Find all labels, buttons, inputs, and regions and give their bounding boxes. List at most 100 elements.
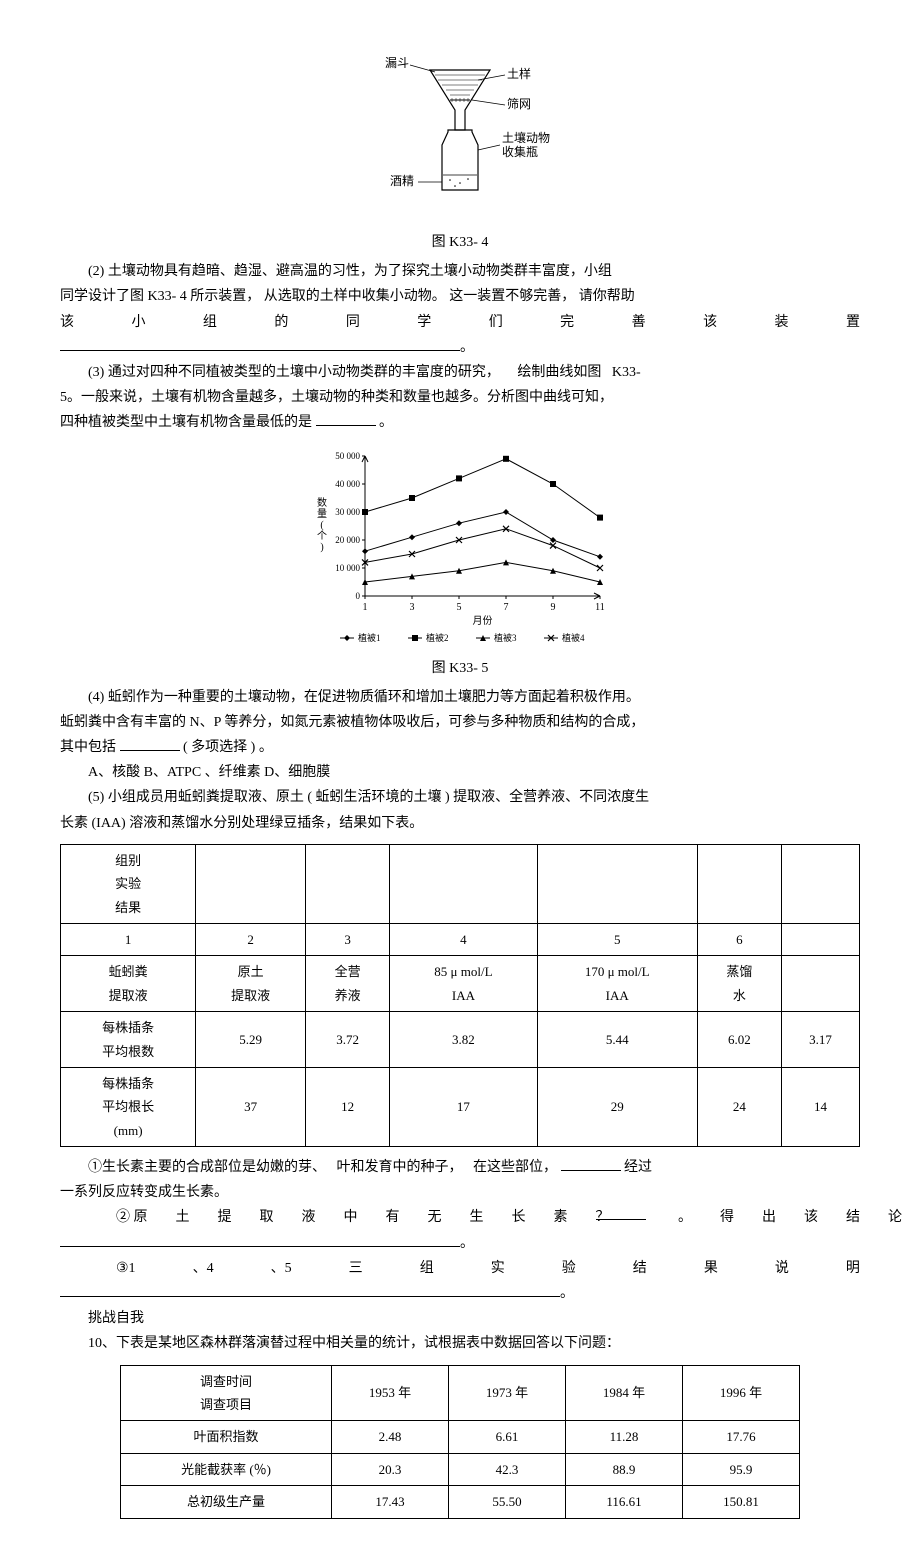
challenge-title: 挑战自我 bbox=[60, 1306, 860, 1331]
q3-line2: 5。一般来说，土壤有机物含量越多，土壤动物的种类和数量也越多。分析图中曲线可知， bbox=[60, 385, 860, 410]
q5b5s8: 果 bbox=[676, 1256, 718, 1281]
q2-2a: 同学设计了图 bbox=[60, 289, 144, 304]
q5-line2: 长素 (IAA) 溶液和蒸馏水分别处理绿豆插条，结果如下表。 bbox=[60, 811, 860, 836]
q2-line2: 同学设计了图 K33- 4 所示装置， 从选取的土样中收集小动物。 这一装置不够… bbox=[60, 284, 860, 309]
svg-text:11: 11 bbox=[595, 602, 605, 613]
t1r2c3: 4 bbox=[390, 923, 537, 955]
q5b-line3: ② 原 土 提 取 液 中 有 无 生 长 素 ？ 。 得 出 该 结 论 的 … bbox=[88, 1205, 860, 1230]
t1r2c4: 5 bbox=[537, 923, 697, 955]
q2-blank: 。 bbox=[60, 335, 860, 360]
t2r1c1: 20.3 bbox=[332, 1453, 449, 1485]
q5b3s6: 有 bbox=[358, 1205, 400, 1230]
svg-text:0: 0 bbox=[356, 591, 361, 601]
q5b-blank1: 。 bbox=[60, 1231, 860, 1256]
t1r2c5: 6 bbox=[697, 923, 781, 955]
svg-text:30 000: 30 000 bbox=[335, 507, 360, 517]
t2h4: 1996 年 bbox=[683, 1365, 800, 1421]
q5b5s9: 说 bbox=[747, 1256, 789, 1281]
q2end: 。 bbox=[460, 340, 474, 355]
svg-text:9: 9 bbox=[551, 602, 556, 613]
q4-line3: 其中包括 ( 多项选择 ) 。 bbox=[60, 735, 860, 760]
q5b3s1: 土 bbox=[148, 1205, 190, 1230]
q2s1: 小 bbox=[131, 310, 145, 335]
t1r5c3: 17 bbox=[390, 1067, 537, 1146]
t1r1c4 bbox=[537, 844, 697, 923]
q3-1c: K33- bbox=[612, 365, 641, 380]
svg-text:植被2: 植被2 bbox=[426, 632, 449, 643]
t1r4c1: 5.29 bbox=[196, 1012, 306, 1068]
svg-text:50 000: 50 000 bbox=[335, 451, 360, 461]
t2h3: 1984 年 bbox=[566, 1365, 683, 1421]
q5b1c: 在这些部位， bbox=[473, 1160, 557, 1175]
t1r1c1 bbox=[196, 844, 306, 923]
q2s7: 完 bbox=[560, 310, 574, 335]
q5b3e5: 论 bbox=[860, 1205, 902, 1230]
t2r1c4: 95.9 bbox=[683, 1453, 800, 1485]
t1r4c2: 3.72 bbox=[305, 1012, 389, 1068]
svg-text:20 000: 20 000 bbox=[335, 535, 360, 545]
svg-text:月份: 月份 bbox=[473, 615, 493, 627]
label-sample: 土样 bbox=[507, 66, 531, 81]
q2-2c: 从选取的土样中收集小动物。 bbox=[264, 289, 446, 304]
q5b5s6: 验 bbox=[534, 1256, 576, 1281]
q3-line3: 四种植被类型中土壤有机物含量最低的是 。 bbox=[60, 410, 860, 435]
q5b3s7: 无 bbox=[400, 1205, 442, 1230]
label-bottle2: 收集瓶 bbox=[502, 144, 538, 159]
q3-3b: 。 bbox=[379, 415, 393, 430]
t2r1c2: 42.3 bbox=[449, 1453, 566, 1485]
t1r3c3: 85 μ mol/L IAA bbox=[390, 956, 537, 1012]
figure-apparatus: 漏斗 土样 筛网 土壤动物 收集瓶 酒精 bbox=[60, 50, 860, 220]
q3-1b: 绘制曲线如图 bbox=[517, 365, 601, 380]
svg-text:1: 1 bbox=[363, 602, 368, 613]
q4-3b: ( 多项选择 ) 。 bbox=[183, 740, 273, 755]
t1r1c6 bbox=[782, 844, 860, 923]
q2-line1: (2) 土壤动物具有趋暗、趋湿、避高温的习性，为了探究土壤小动物类群丰富度，小组 bbox=[60, 259, 860, 284]
t1r3c4: 170 μ mol/L IAA bbox=[537, 956, 697, 1012]
t1r3c5: 蒸馏 水 bbox=[697, 956, 781, 1012]
t1r2c0: 1 bbox=[61, 923, 196, 955]
q2s8: 善 bbox=[632, 310, 646, 335]
t1r5c4: 29 bbox=[537, 1067, 697, 1146]
forest-table: 调查时间 调查项目 1953 年 1973 年 1984 年 1996 年 叶面… bbox=[120, 1365, 800, 1519]
label-funnel: 漏斗 bbox=[385, 56, 409, 70]
q2s10: 装 bbox=[775, 310, 789, 335]
q5b3e3: 该 bbox=[776, 1205, 818, 1230]
q5b6e: 。 bbox=[560, 1286, 574, 1301]
figure1-caption: 图 K33- 4 bbox=[60, 230, 860, 255]
q4-line1: (4) 蚯蚓作为一种重要的土壤动物，在促进物质循环和增加土壤肥力等方面起着积极作… bbox=[60, 685, 860, 710]
q4-line2: 蚯蚓粪中含有丰富的 N、P 等养分，如氮元素被植物体吸收后，可参与多种物质和结构… bbox=[60, 710, 860, 735]
t2r0c4: 17.76 bbox=[683, 1421, 800, 1453]
q4-options: A、核酸 B、ATPC 、纤维素 D、细胞膜 bbox=[60, 760, 860, 785]
t1r4c6: 3.17 bbox=[782, 1012, 860, 1068]
q5b3s8: 生 bbox=[442, 1205, 484, 1230]
q5b3s0: ② 原 bbox=[88, 1205, 148, 1230]
t1r5c6: 14 bbox=[782, 1067, 860, 1146]
q5b3e6: 的 bbox=[902, 1205, 920, 1230]
apparatus-svg: 漏斗 土样 筛网 土壤动物 收集瓶 酒精 bbox=[360, 50, 560, 220]
svg-text:5: 5 bbox=[457, 602, 462, 613]
t2r2c3: 116.61 bbox=[566, 1486, 683, 1518]
t2r1c0: 光能截获率 (％) bbox=[121, 1453, 332, 1485]
t2h2: 1973 年 bbox=[449, 1365, 566, 1421]
q5b3s10: 素 bbox=[526, 1205, 568, 1230]
q5b3e1: 得 bbox=[692, 1205, 734, 1230]
q3-1a: (3) 通过对四种不同植被类型的土壤中小动物类群的丰富度的研究， bbox=[88, 365, 500, 380]
t1r1c2 bbox=[305, 844, 389, 923]
q2s9: 该 bbox=[703, 310, 717, 335]
chart-container: 010 00020 00030 00040 00050 0001357911数量… bbox=[60, 446, 860, 646]
svg-text:数量(个): 数量(个) bbox=[317, 496, 327, 553]
q5b5s2: 、5 bbox=[243, 1256, 292, 1281]
q5b5s4: 组 bbox=[392, 1256, 434, 1281]
t2r2c1: 17.43 bbox=[332, 1486, 449, 1518]
t1r2c1: 2 bbox=[196, 923, 306, 955]
t1r3c0: 蚯蚓粪 提取液 bbox=[61, 956, 196, 1012]
t1r4c5: 6.02 bbox=[697, 1012, 781, 1068]
t2r0c0: 叶面积指数 bbox=[121, 1421, 332, 1453]
t1r4c0: 每株插条 平均根数 bbox=[61, 1012, 196, 1068]
q5b3s2: 提 bbox=[190, 1205, 232, 1230]
q5b-line2: 一系列反应转变成生长素。 bbox=[60, 1180, 860, 1205]
q2s11: 置 bbox=[846, 310, 860, 335]
label-alcohol: 酒精 bbox=[390, 174, 414, 188]
svg-text:植被1: 植被1 bbox=[358, 632, 381, 643]
t1r1c3 bbox=[390, 844, 537, 923]
